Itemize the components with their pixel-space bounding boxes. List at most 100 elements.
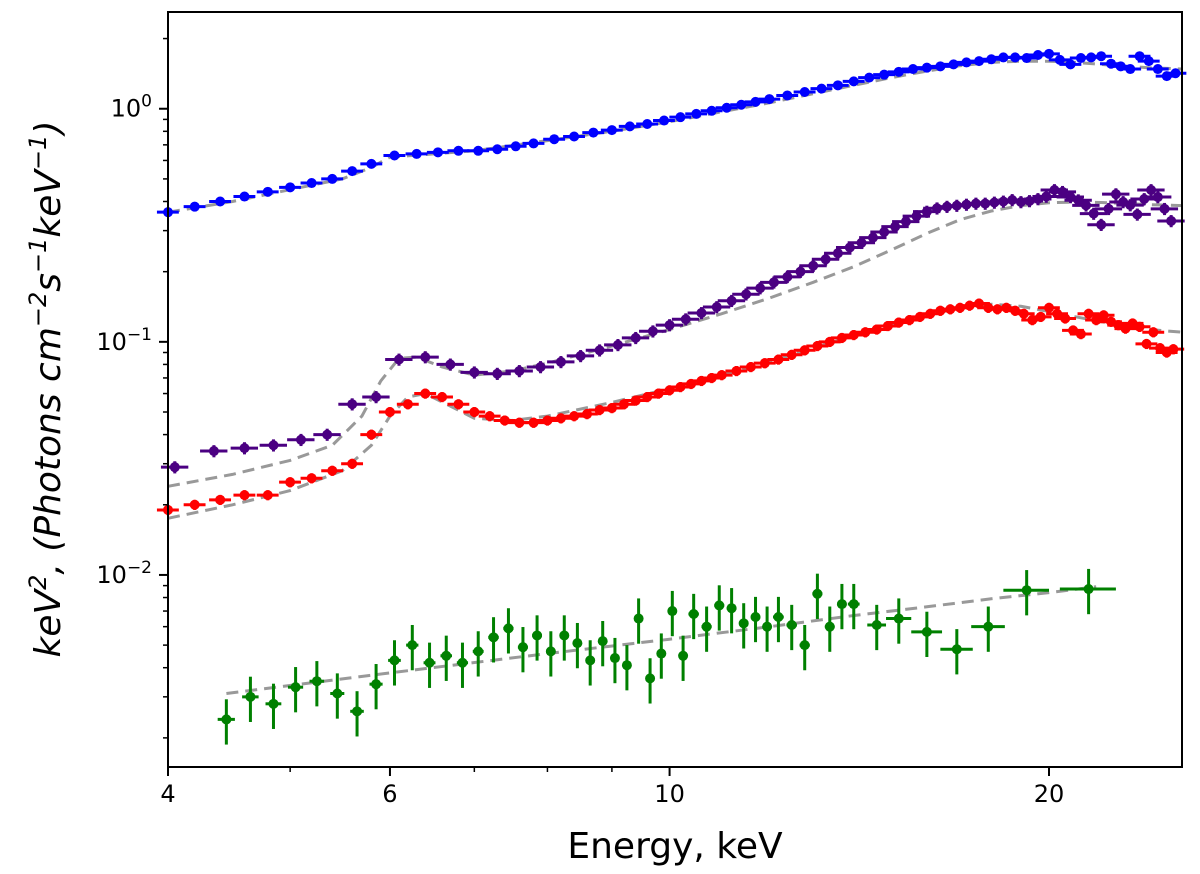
- y-axis-ticks: 10−2 10−1 100: [96, 37, 168, 739]
- red-point: [378, 407, 401, 418]
- purple-marker: [268, 440, 279, 451]
- purple-marker: [295, 434, 306, 445]
- red-point: [478, 411, 501, 422]
- purple-marker: [492, 368, 503, 379]
- green-marker: [738, 618, 749, 629]
- purple-point: [1137, 184, 1165, 197]
- blue-point: [504, 141, 527, 152]
- green-point: [309, 661, 325, 707]
- blue-point: [1119, 64, 1142, 75]
- green-marker: [656, 648, 667, 659]
- purple-marker: [726, 295, 737, 306]
- red-marker: [1141, 338, 1152, 349]
- blue-point: [858, 72, 881, 83]
- red-marker: [514, 417, 525, 428]
- green-point: [265, 683, 282, 729]
- axes-frame: [167, 11, 1183, 768]
- blue-point: [563, 131, 585, 142]
- red-point: [1142, 327, 1165, 338]
- green-point: [667, 590, 678, 637]
- red-marker: [759, 358, 770, 369]
- purple-point: [483, 367, 511, 380]
- green-marker: [597, 636, 608, 647]
- green-point: [503, 608, 514, 654]
- blue-marker: [1096, 51, 1107, 62]
- red-marker: [1091, 315, 1102, 326]
- green-point: [786, 604, 797, 651]
- green-marker: [352, 706, 363, 717]
- blue-point: [426, 147, 449, 158]
- red-point: [360, 429, 383, 440]
- blue-point: [1137, 56, 1160, 67]
- purple-point: [436, 358, 464, 371]
- green-point: [886, 598, 912, 644]
- blue-marker: [588, 127, 599, 138]
- blue-marker: [879, 69, 890, 80]
- blue-marker: [262, 186, 273, 197]
- green-marker: [407, 640, 418, 651]
- purple-point: [732, 288, 760, 301]
- red-point: [1092, 310, 1115, 321]
- blue-marker: [675, 112, 686, 123]
- blue-point: [653, 115, 675, 126]
- green-point: [287, 667, 304, 713]
- blue-marker: [1143, 56, 1154, 67]
- purple-point: [604, 339, 632, 352]
- blue-point: [758, 94, 781, 105]
- green-marker: [545, 646, 556, 657]
- red-marker: [1120, 323, 1131, 334]
- red-marker: [484, 411, 495, 422]
- green-marker: [424, 657, 435, 668]
- green-marker: [559, 630, 570, 641]
- red-marker: [786, 349, 797, 360]
- red-marker: [262, 490, 273, 501]
- purple-point: [259, 439, 287, 452]
- green-point: [440, 635, 452, 681]
- green-point: [633, 598, 644, 644]
- x-tick-label: 20: [1034, 780, 1065, 808]
- green-point: [532, 615, 543, 661]
- purple-marker: [1110, 189, 1121, 200]
- blue-marker: [1044, 48, 1055, 59]
- blue-marker: [706, 105, 717, 116]
- red-marker: [799, 345, 810, 356]
- purple-series: [160, 184, 1185, 474]
- blue-point: [942, 59, 965, 70]
- red-point: [447, 399, 470, 410]
- red-marker: [499, 415, 510, 426]
- blue-marker: [948, 59, 959, 70]
- purple-marker: [1081, 200, 1092, 211]
- blue-point: [1090, 51, 1113, 62]
- green-marker: [457, 657, 468, 668]
- blue-marker: [864, 72, 875, 83]
- purple-point: [1032, 190, 1060, 203]
- red-point: [806, 340, 829, 352]
- green-marker: [714, 600, 725, 611]
- purple-point: [287, 433, 315, 447]
- purple-point: [1150, 202, 1179, 216]
- model-curves: [167, 59, 1183, 695]
- red-point: [612, 399, 635, 410]
- green-marker: [389, 655, 400, 666]
- blue-marker: [306, 178, 317, 189]
- green-marker: [1083, 584, 1094, 595]
- green-point: [688, 593, 699, 640]
- data-points: [156, 48, 1187, 745]
- blue-point: [887, 66, 910, 77]
- purple-marker: [1057, 186, 1068, 197]
- green-point: [645, 658, 656, 704]
- purple-point: [671, 313, 700, 326]
- y-tick-label: 10−1: [96, 325, 152, 356]
- green-marker: [371, 679, 382, 690]
- purple-marker: [1088, 208, 1099, 219]
- green-marker: [441, 650, 452, 661]
- blue-marker: [764, 94, 775, 105]
- purple-point: [1144, 191, 1172, 204]
- green-marker: [750, 612, 761, 623]
- green-point: [545, 631, 556, 677]
- green-marker: [290, 682, 301, 693]
- blue-marker: [215, 196, 226, 207]
- green-marker: [871, 619, 882, 630]
- blue-marker: [1054, 54, 1065, 65]
- red-marker: [437, 391, 448, 402]
